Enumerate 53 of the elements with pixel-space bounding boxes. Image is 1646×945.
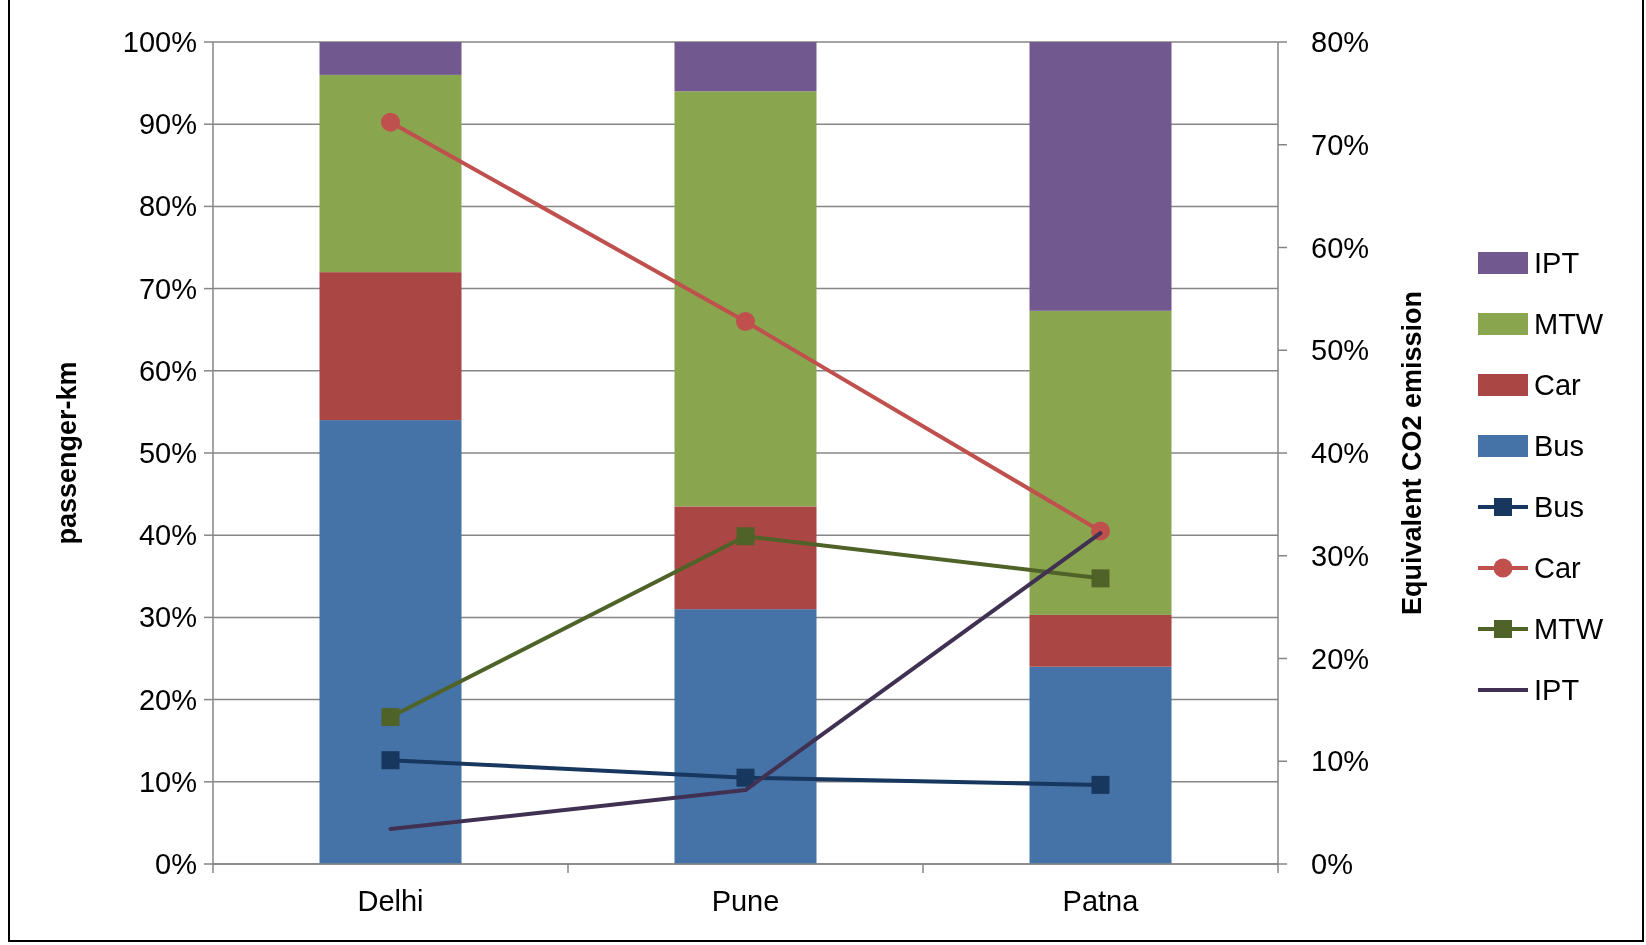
point <box>381 751 400 770</box>
bar <box>319 420 462 864</box>
bar <box>674 506 817 610</box>
y-tick-label: 60% <box>138 354 197 387</box>
point <box>1091 775 1110 794</box>
y-axis-title: passenger-km <box>52 361 82 545</box>
y2-tick-label: 30% <box>1311 539 1370 572</box>
y2-axis-title: Equivalent CO2 emission <box>1397 290 1427 616</box>
y2-tick-label: 60% <box>1311 231 1370 264</box>
y-tick-label: 90% <box>138 108 197 141</box>
y-tick-label: 100% <box>122 26 197 58</box>
bar <box>1029 42 1172 311</box>
y-tick-label: 30% <box>138 601 197 634</box>
legend-label: IPT <box>1534 247 1580 279</box>
bar <box>319 74 462 273</box>
legend-label: IPT <box>1534 674 1580 706</box>
y2-tick-label: 70% <box>1311 128 1370 161</box>
y-tick-label: 20% <box>138 683 197 716</box>
legend-label: Bus <box>1534 430 1584 462</box>
y-tick-label: 70% <box>138 272 197 305</box>
y2-tick-label: 80% <box>1311 26 1370 58</box>
y-tick-label: 40% <box>138 519 197 552</box>
bar <box>319 42 462 75</box>
legend-label: Car <box>1534 552 1582 584</box>
y-tick-label: 80% <box>138 190 197 223</box>
y-tick-label: 0% <box>155 848 197 880</box>
y2-tick-label: 50% <box>1311 334 1370 367</box>
y2-tick-label: 20% <box>1311 642 1370 675</box>
bar <box>674 609 817 864</box>
point <box>381 112 400 132</box>
bar <box>1029 666 1172 864</box>
point <box>736 768 755 787</box>
point <box>1091 569 1110 588</box>
point <box>381 708 400 727</box>
legend-label: MTW <box>1534 613 1604 645</box>
y2-tick-label: 0% <box>1311 848 1353 880</box>
bar <box>1029 614 1172 667</box>
point <box>736 311 755 331</box>
bar <box>319 272 462 421</box>
bar <box>1029 310 1172 615</box>
x-tick-label: Patna <box>1062 885 1140 917</box>
y2-tick-label: 40% <box>1311 437 1370 469</box>
y-tick-label: 50% <box>138 437 197 469</box>
legend-label: Bus <box>1534 491 1584 523</box>
point <box>736 527 755 546</box>
y2-tick-label: 10% <box>1311 745 1370 778</box>
legend-label: MTW <box>1534 308 1604 340</box>
x-tick-label: Delhi <box>357 885 424 917</box>
y-tick-label: 10% <box>138 765 197 798</box>
legend-label: Car <box>1534 369 1582 401</box>
bar <box>674 91 817 507</box>
bar <box>674 42 817 92</box>
x-tick-label: Pune <box>711 885 780 917</box>
